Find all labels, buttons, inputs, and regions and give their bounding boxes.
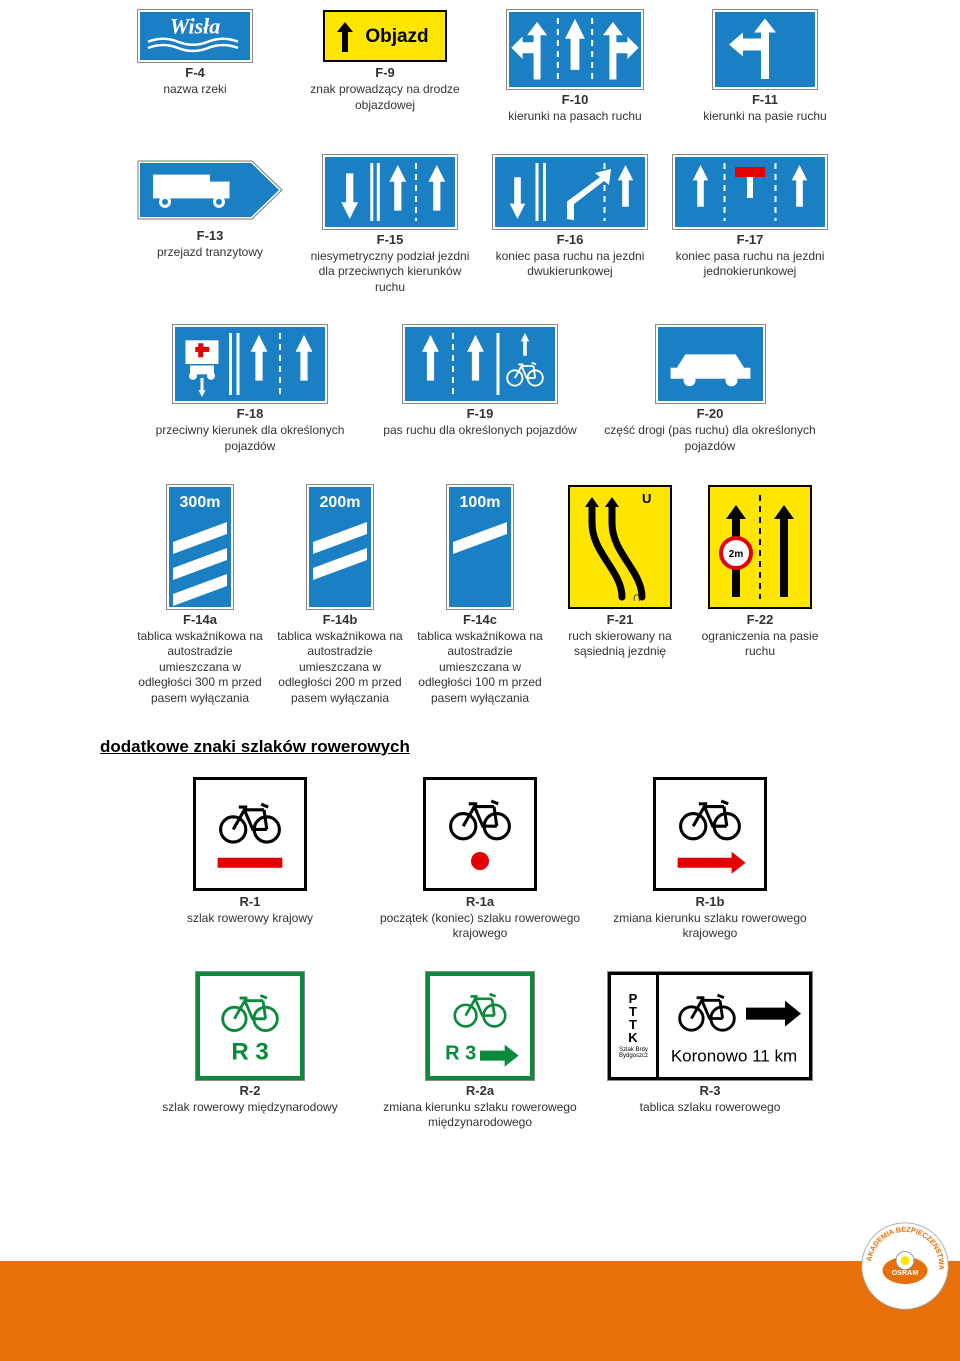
sign-description: tablica wskaźnikowa na autostradzie umie…: [275, 629, 405, 707]
sign-code: F-14a: [183, 612, 217, 627]
sign-cell: 200m F-14b tablica wskaźnikowa na autost…: [270, 485, 410, 707]
svg-text:200m: 200m: [320, 494, 361, 511]
sign-description: kierunki na pasie ruchu: [703, 109, 826, 125]
page-content: Wisła F-4 nazwa rzeki Objazd F-9 znak pr…: [0, 0, 960, 1261]
sign-cell: F-15 niesymetryczny podział jezdni dla p…: [300, 155, 480, 296]
sign-code: F-16: [557, 232, 584, 247]
sign-cell: 100m F-14c tablica wskaźnikowa na autost…: [410, 485, 550, 707]
sign-cell: R-1a początek (koniec) szlaku rowerowego…: [365, 777, 595, 942]
sign-description: koniec pasa ruchu na jezdni dwukierunkow…: [485, 249, 655, 280]
sign-code: F-14b: [323, 612, 358, 627]
sign-cell: Objazd F-9 znak prowadzący na drodze obj…: [290, 10, 480, 125]
sign-code: F-22: [747, 612, 774, 627]
sign-code: F-4: [185, 65, 205, 80]
svg-text:R 3: R 3: [445, 1042, 476, 1064]
sign-code: R-1: [240, 894, 261, 909]
svg-text:100m: 100m: [460, 494, 501, 511]
sign-code: F-21: [607, 612, 634, 627]
sign-description: kierunki na pasach ruchu: [508, 109, 641, 125]
sign-code: F-19: [467, 406, 494, 421]
sign-code: R-3: [700, 1083, 721, 1098]
sign-code: R-1a: [466, 894, 494, 909]
sign-code: R-1b: [696, 894, 725, 909]
sign-cell: R 3 R-2 szlak rowerowy międzynarodowy: [135, 972, 365, 1131]
sign-code: F-18: [237, 406, 264, 421]
sign-description: tablica szlaku rowerowego: [640, 1100, 781, 1116]
sign-description: znak prowadzący na drodze objazdowej: [295, 82, 475, 113]
sign-row-5: R-1 szlak rowerowy krajowy R-1a początek…: [100, 777, 860, 942]
svg-text:2m: 2m: [729, 549, 744, 560]
sign-code: R-2: [240, 1083, 261, 1098]
sign-description: przejazd tranzytowy: [157, 245, 263, 261]
sign-description: część drogi (pas ruchu) dla określonych …: [600, 423, 820, 454]
svg-text:Objazd: Objazd: [365, 26, 428, 47]
sign-cell: F-20 część drogi (pas ruchu) dla określo…: [595, 325, 825, 454]
svg-text:300m: 300m: [180, 494, 221, 511]
sign-cell: PTTK Szlak Brdy Bydgoszcz Koronowo 11 km…: [595, 972, 825, 1131]
sign-cell: R-1b zmiana kierunku szlaku rowerowego k…: [595, 777, 825, 942]
sign-cell: R-1 szlak rowerowy krajowy: [135, 777, 365, 942]
sign-row-1: Wisła F-4 nazwa rzeki Objazd F-9 znak pr…: [100, 10, 860, 125]
sign-cell: F-17 koniec pasa ruchu na jezdni jednoki…: [660, 155, 840, 296]
sign-description: niesymetryczny podział jezdni dla przeci…: [305, 249, 475, 296]
sign-row-2: F-13 przejazd tranzytowy F-15 niesymetry…: [100, 155, 860, 296]
sign-cell: F-10 kierunki na pasach ruchu: [480, 10, 670, 125]
sign-cell: Wisła F-4 nazwa rzeki: [100, 10, 290, 125]
sign-code: F-10: [562, 92, 589, 107]
sign-description: zmiana kierunku szlaku rowerowego krajow…: [600, 911, 820, 942]
sign-cell: 300m F-14a tablica wskaźnikowa na autost…: [130, 485, 270, 707]
sign-code: F-13: [197, 228, 224, 243]
sign-cell: F-13 przejazd tranzytowy: [120, 155, 300, 296]
sign-description: ograniczenia na pasie ruchu: [695, 629, 825, 660]
sign-description: przeciwny kierunek dla określonych pojaz…: [140, 423, 360, 454]
sign-cell: F-18 przeciwny kierunek dla określonych …: [135, 325, 365, 454]
sign-cell: R 3 R-2a zmiana kierunku szlaku rowerowe…: [365, 972, 595, 1131]
sign-row-3: F-18 przeciwny kierunek dla określonych …: [100, 325, 860, 454]
section-title: dodatkowe znaki szlaków rowerowych: [100, 737, 860, 757]
sign-description: szlak rowerowy krajowy: [187, 911, 313, 927]
sign-code: F-9: [375, 65, 395, 80]
sign-row-6: R 3 R-2 szlak rowerowy międzynarodowy R …: [100, 972, 860, 1131]
sign-code: F-14c: [463, 612, 497, 627]
sign-description: ruch skierowany na sąsiednią jezdnię: [555, 629, 685, 660]
sign-description: początek (koniec) szlaku rowerowego kraj…: [370, 911, 590, 942]
svg-text:OSRAM: OSRAM: [892, 1268, 919, 1277]
sign-cell: 2m F-22 ograniczenia na pasie ruchu: [690, 485, 830, 707]
sign-code: R-2a: [466, 1083, 494, 1098]
sign-code: F-11: [752, 92, 778, 107]
svg-text:Koronowo 11 km: Koronowo 11 km: [671, 1046, 797, 1065]
sign-code: F-20: [697, 406, 724, 421]
brand-logo-badge: AKADEMIA BEZPIECZEŃSTWA OSRAM: [860, 1221, 950, 1311]
sign-cell: F-19 pas ruchu dla określonych pojazdów: [365, 325, 595, 454]
svg-text:Wisła: Wisła: [170, 14, 221, 39]
svg-text:U: U: [642, 491, 651, 506]
sign-description: koniec pasa ruchu na jezdni jednokierunk…: [665, 249, 835, 280]
sign-cell: F-16 koniec pasa ruchu na jezdni dwukier…: [480, 155, 660, 296]
sign-description: nazwa rzeki: [163, 82, 226, 98]
sign-row-4: 300m F-14a tablica wskaźnikowa na autost…: [100, 485, 860, 707]
sign-code: F-17: [737, 232, 764, 247]
page-footer: AKADEMIA BEZPIECZEŃSTWA OSRAM: [0, 1261, 960, 1361]
sign-description: pas ruchu dla określonych pojazdów: [383, 423, 576, 439]
svg-text:R 3: R 3: [231, 1038, 268, 1065]
sign-description: szlak rowerowy międzynarodowy: [162, 1100, 337, 1116]
sign-description: tablica wskaźnikowa na autostradzie umie…: [135, 629, 265, 707]
sign-description: zmiana kierunku szlaku rowerowego między…: [370, 1100, 590, 1131]
sign-description: tablica wskaźnikowa na autostradzie umie…: [415, 629, 545, 707]
sign-cell: F-11 kierunki na pasie ruchu: [670, 10, 860, 125]
sign-code: F-15: [377, 232, 404, 247]
sign-cell: U ∩ F-21 ruch skierowany na sąsiednią je…: [550, 485, 690, 707]
